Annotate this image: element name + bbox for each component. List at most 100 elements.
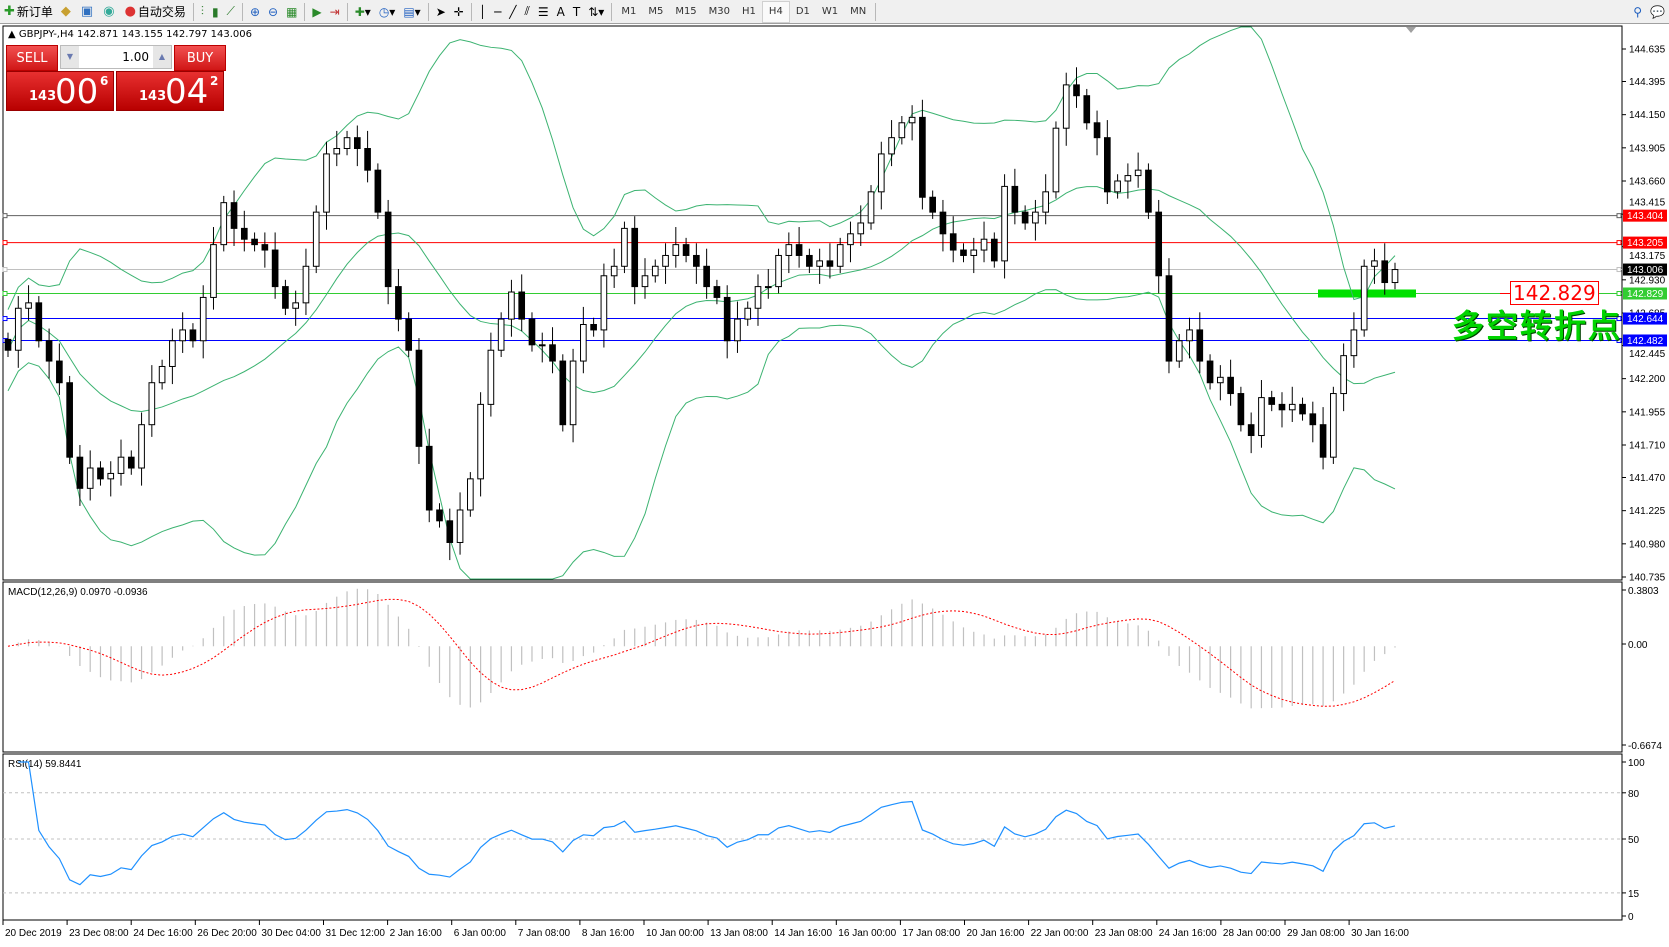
- candlestick-button[interactable]: ▮: [208, 1, 223, 23]
- collapse-arrow-icon[interactable]: ▲: [8, 29, 19, 40]
- sell-button[interactable]: SELL: [6, 45, 58, 71]
- chat-icon: 💬: [1650, 4, 1665, 19]
- time-tick-label: 23 Dec 08:00: [69, 928, 129, 939]
- autoscroll-button[interactable]: ▶: [308, 1, 325, 23]
- annotation-price-label[interactable]: 142.829: [1510, 281, 1599, 305]
- separator: [875, 2, 877, 21]
- cursor-button[interactable]: ➤: [432, 1, 450, 23]
- candle-bear: [528, 318, 536, 346]
- timeframe-m1[interactable]: M1: [621, 6, 637, 17]
- candle-bull: [343, 137, 351, 150]
- candle-bear: [282, 286, 289, 309]
- time-tick-label: 26 Dec 20:00: [197, 928, 257, 939]
- candle-bear: [35, 302, 43, 342]
- trendline-button[interactable]: ╱: [505, 1, 520, 23]
- zoom-in-button[interactable]: ⊕: [246, 1, 264, 23]
- buy-price-pip: 2: [210, 74, 219, 88]
- crosshair-button[interactable]: ✛: [450, 1, 468, 23]
- timeframe-m5[interactable]: M5: [648, 6, 664, 17]
- candle-bull: [898, 122, 906, 139]
- sell-price-pip: 6: [100, 74, 109, 88]
- lot-value[interactable]: 1.00: [122, 50, 149, 64]
- timeframe-w1[interactable]: W1: [821, 6, 839, 17]
- candle-bull: [1062, 84, 1070, 129]
- market-watch-button[interactable]: ◆: [57, 1, 77, 23]
- templates-button[interactable]: ▤ ▾: [403, 4, 421, 19]
- sell-price[interactable]: 143 00 6: [6, 71, 114, 112]
- candle-bear: [713, 286, 721, 298]
- timeframe-m30[interactable]: M30: [708, 6, 731, 17]
- price-tick-label: 143.175: [1629, 251, 1666, 262]
- timeframe-mn[interactable]: MN: [850, 6, 867, 17]
- candle-bear: [1073, 84, 1080, 97]
- candle-bear: [1021, 211, 1029, 224]
- bollinger-lower: [7, 289, 1396, 580]
- annotation-text[interactable]: 多空转折点: [1452, 307, 1623, 345]
- periods-button[interactable]: ◷ ▾: [378, 4, 396, 19]
- new-order-icon: ✚: [4, 4, 15, 19]
- indicators-button[interactable]: ✚ ▾: [354, 4, 371, 19]
- lot-decrease-icon[interactable]: ▼: [61, 46, 79, 68]
- zoom-out-button[interactable]: ⊖: [264, 1, 282, 23]
- macd-axis-label: 0.3803: [1628, 586, 1659, 597]
- vertical-line-button[interactable]: │: [475, 1, 490, 23]
- timeframe-d1[interactable]: D1: [795, 6, 810, 17]
- separator: [470, 2, 472, 21]
- bar-chart-button[interactable]: ⫶: [197, 1, 208, 23]
- candle-bear: [590, 324, 597, 331]
- search-button[interactable]: ⚲: [1629, 1, 1646, 23]
- text-label-icon: T: [572, 4, 581, 19]
- chat-button[interactable]: 💬: [1646, 1, 1669, 23]
- line-chart-icon: ⟋: [226, 4, 235, 18]
- tile-windows-button[interactable]: ▦: [282, 1, 301, 23]
- candle-bull: [333, 148, 341, 155]
- candle-bull: [836, 244, 844, 267]
- candle-bear: [4, 338, 12, 351]
- time-tick-label: 20 Jan 16:00: [967, 928, 1025, 939]
- candle-bull: [302, 265, 310, 304]
- line-handle: [1616, 267, 1622, 273]
- navigator-button[interactable]: ▣: [77, 1, 99, 23]
- text-button[interactable]: A: [553, 1, 569, 23]
- candle-bull: [888, 137, 895, 155]
- line-handle: [1616, 213, 1622, 219]
- buy-price-main: 04: [165, 72, 209, 112]
- lot-increase-icon[interactable]: ▲: [153, 46, 171, 68]
- separator: [241, 2, 243, 21]
- line-chart-button[interactable]: ⟋: [223, 1, 239, 23]
- cursor-icon: ➤: [435, 4, 446, 19]
- candle-bear: [436, 509, 443, 522]
- rsi-axis-label: 0: [1628, 912, 1634, 923]
- new-order-button[interactable]: ✚ 新订单: [0, 1, 57, 23]
- chart-shift-button[interactable]: ⇥: [326, 1, 344, 23]
- price-label-box: [1623, 287, 1667, 300]
- timeframe-h1[interactable]: H1: [742, 6, 756, 17]
- fibonacci-button[interactable]: ☰: [534, 1, 553, 23]
- time-tick-label: 10 Jan 00:00: [646, 928, 704, 939]
- signals-button[interactable]: ◉: [99, 1, 120, 23]
- rsi-axis-label: 100: [1628, 758, 1645, 769]
- lot-size-field[interactable]: ▼ 1.00 ▲: [60, 45, 172, 69]
- candle-bull: [1001, 185, 1008, 262]
- separator: [346, 2, 348, 21]
- timeframe-h4[interactable]: H4: [761, 0, 790, 23]
- chart-header: ▲ GBPJPY-,H4 142.871 143.155 142.797 143…: [8, 29, 252, 41]
- price-label-box: [1623, 236, 1667, 249]
- rsi-label: RSI(14) 59.8441: [8, 759, 82, 770]
- arrows-button[interactable]: ⇅ ▾: [588, 4, 605, 19]
- text-label-button[interactable]: T: [569, 1, 584, 23]
- candle-bull: [1114, 180, 1121, 193]
- candle-bull: [169, 340, 176, 367]
- line-handle: [1616, 240, 1622, 246]
- line-handle: [1616, 337, 1622, 343]
- time-tick-label: 30 Jan 16:00: [1351, 928, 1409, 939]
- horizontal-line-button[interactable]: ─: [490, 1, 505, 23]
- buy-button[interactable]: BUY: [174, 45, 226, 71]
- auto-trading-button[interactable]: ● 自动交易: [121, 1, 190, 23]
- buy-price[interactable]: 143 04 2: [116, 71, 224, 112]
- timeframe-m15[interactable]: M15: [675, 6, 697, 17]
- channel-button[interactable]: ⫽: [521, 1, 534, 23]
- candle-bear: [251, 238, 258, 246]
- candle-bull: [651, 265, 659, 277]
